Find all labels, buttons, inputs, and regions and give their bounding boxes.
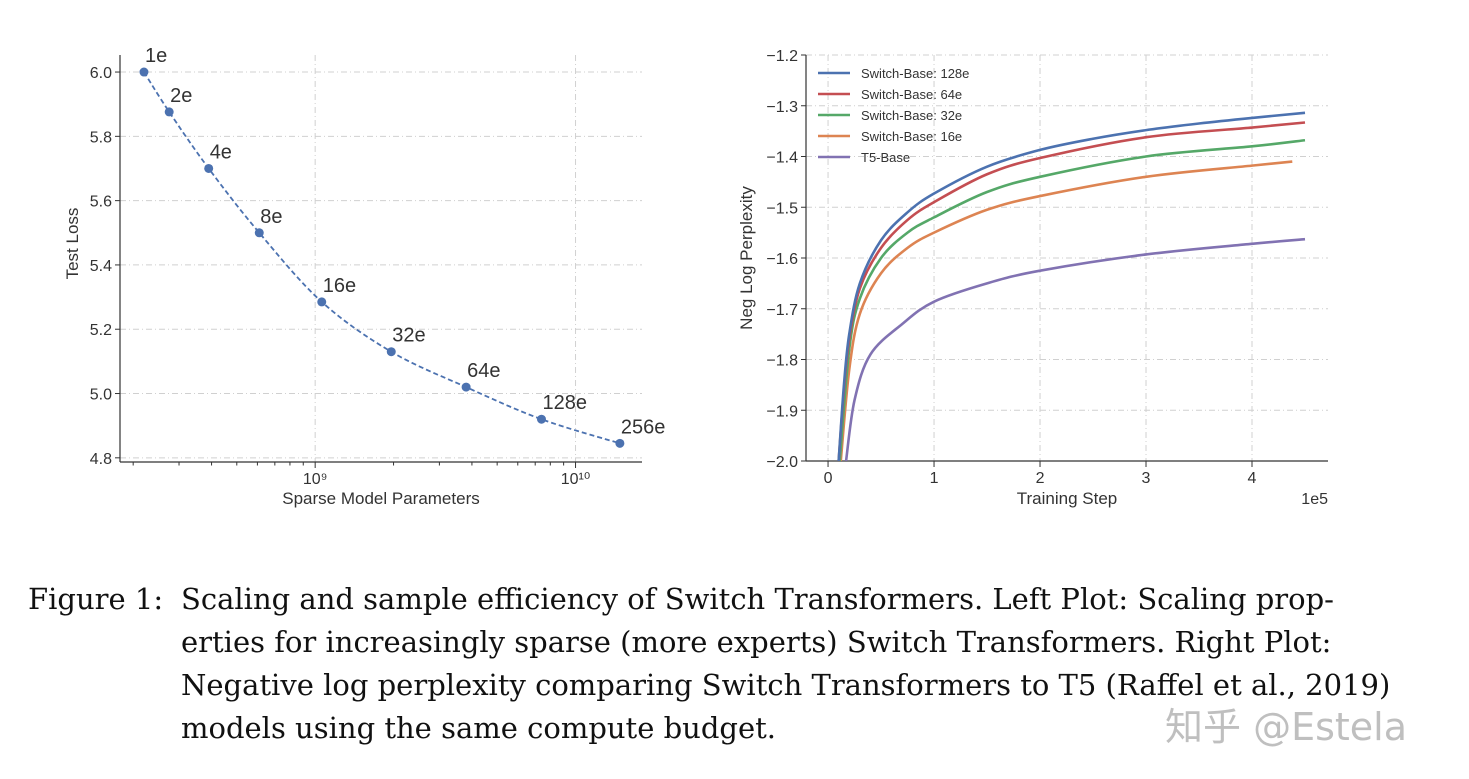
data-point-64e [461, 382, 471, 392]
legend-label: Switch-Base: 64e [861, 87, 962, 102]
left-chart: 4.8 5.0 5.2 5.4 5.6 5.8 6.0 10⁹ 10¹⁰ Sparse Model… [63, 45, 665, 508]
x-axis-label: Sparse Model Parameters [282, 489, 479, 508]
y-tick-label: 5.6 [90, 194, 112, 211]
series-line-switch-base-128e [837, 111, 1306, 461]
data-point-8e [254, 228, 264, 238]
legend-label: Switch-Base: 16e [861, 129, 962, 144]
data-label-32e: 32e [392, 325, 425, 347]
y-tick-label: 5.2 [90, 322, 112, 339]
data-label-8e: 8e [260, 206, 282, 228]
figure-plots: 4.8 5.0 5.2 5.4 5.6 5.8 6.0 10⁹ 10¹⁰ Sparse Model… [63, 45, 1328, 508]
y-tick-label: −1.8 [766, 353, 798, 370]
y-tick-label: 4.8 [90, 451, 112, 468]
y-tick-label: −1.3 [766, 99, 798, 116]
y-axis-label: Test Loss [63, 208, 82, 280]
y-axis-label: Neg Log Perplexity [737, 186, 756, 330]
legend: Switch-Base: 128e Switch-Base: 64e Switch-… [818, 66, 969, 165]
caption-line: erties for increasingly sparse (more exp… [181, 625, 1332, 659]
y-tick-label: 5.8 [90, 129, 112, 146]
caption-line: Negative log perplexity comparing Switch… [181, 668, 1391, 702]
data-label-64e: 64e [467, 360, 500, 382]
y-tick-label: −1.6 [766, 251, 798, 268]
y-tick-label: −1.2 [766, 48, 798, 65]
data-point-1e [139, 67, 149, 77]
data-point-32e [386, 347, 396, 357]
series-line-switch-base-16e [839, 160, 1293, 461]
data-point-2e [164, 107, 174, 117]
x-tick-label: 10⁹ [303, 471, 328, 488]
x-tick-label: 3 [1142, 470, 1151, 487]
x-tick-label: 0 [824, 470, 833, 487]
data-label-128e: 128e [542, 392, 587, 414]
series-line-t5-base [844, 237, 1306, 461]
y-tick-label: −1.5 [766, 200, 798, 217]
legend-label: Switch-Base: 128e [861, 66, 969, 81]
data-point-256e [615, 438, 625, 448]
data-label-256e: 256e [621, 416, 666, 438]
caption-body: Scaling and sample efficiency of Switch … [181, 578, 1406, 750]
caption-line: Scaling and sample efficiency of Switch … [181, 582, 1334, 616]
x-tick-label: 2 [1036, 470, 1045, 487]
y-tick-label: −2.0 [766, 454, 798, 471]
data-point-4e [204, 163, 214, 173]
x-tick-label: 1 [930, 470, 939, 487]
right-chart: −2.0 −1.9 −1.8 −1.7 −1.6 −1.5 −1.4 −1.3 −1.2 0 1 2 3… [737, 48, 1328, 508]
data-label-2e: 2e [170, 85, 192, 107]
y-tick-label: 5.0 [90, 387, 112, 404]
data-label-4e: 4e [210, 141, 232, 163]
y-tick-label: −1.9 [766, 403, 798, 420]
watermark: 知乎 @Estela [1165, 705, 1408, 749]
caption-label: Figure 1: [28, 582, 164, 616]
data-point-16e [317, 297, 327, 307]
caption-line: models using the same compute budget. [181, 711, 776, 745]
data-label-1e: 1e [145, 45, 167, 67]
y-tick-label: −1.7 [766, 302, 798, 319]
y-tick-label: 5.4 [90, 258, 112, 275]
x-axis-label: Training Step [1017, 489, 1117, 508]
y-tick-label: 6.0 [90, 65, 112, 82]
data-label-16e: 16e [323, 275, 356, 297]
series-line-switch-base-32e [838, 138, 1306, 461]
x-offset-label: 1e5 [1301, 491, 1328, 508]
legend-label: Switch-Base: 32e [861, 108, 962, 123]
legend-label: T5-Base [861, 150, 910, 165]
data-point-128e [536, 414, 546, 424]
x-tick-label: 4 [1248, 470, 1257, 487]
y-tick-label: −1.4 [766, 150, 798, 167]
x-tick-label: 10¹⁰ [561, 471, 591, 488]
test-loss-line [143, 71, 621, 445]
